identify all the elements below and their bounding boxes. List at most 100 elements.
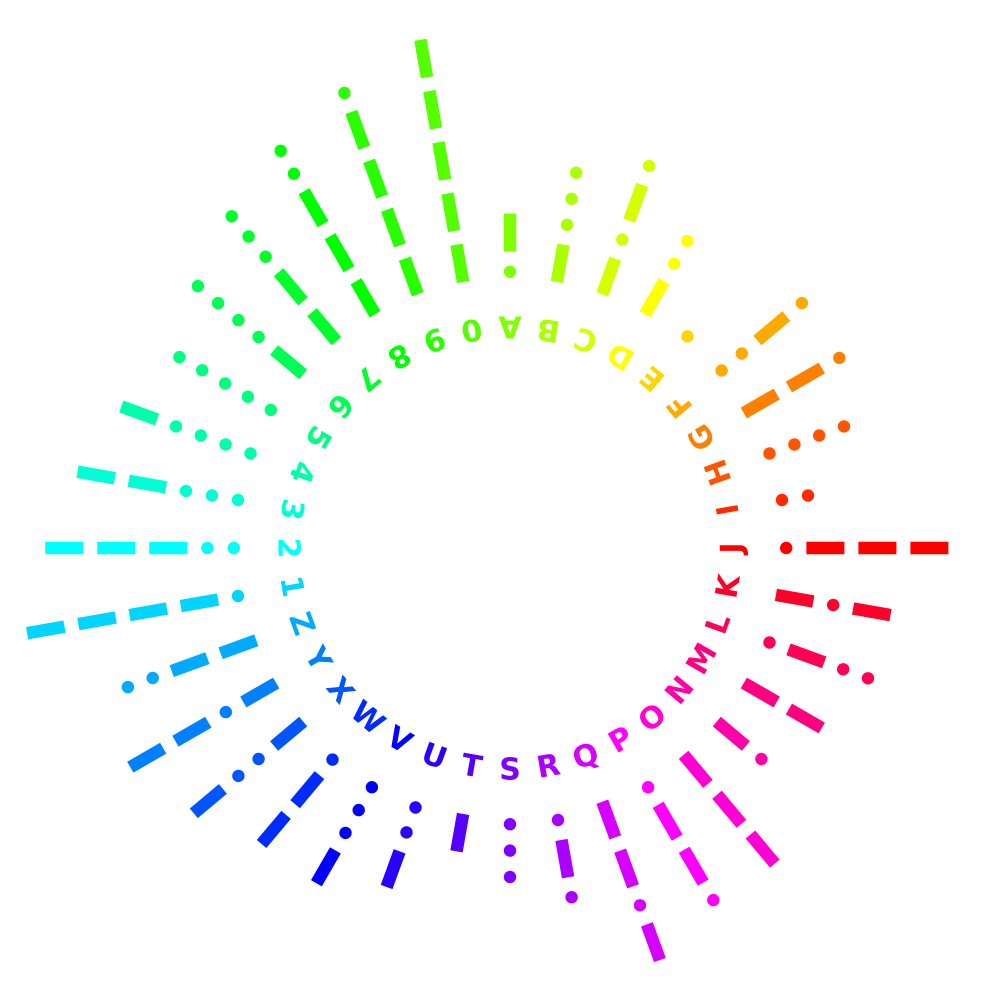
morse-ray (551, 813, 578, 904)
morse-dash (77, 611, 117, 631)
morse-dash (119, 400, 160, 426)
morse-dot (735, 347, 748, 360)
morse-dot (252, 330, 265, 344)
morse-ray (740, 677, 825, 734)
character-label: J (715, 542, 750, 555)
morse-ray (310, 781, 379, 887)
character-label: 5 (297, 419, 338, 455)
character-label: T (458, 748, 485, 786)
morse-dash (785, 703, 825, 734)
morse-dot (244, 447, 257, 460)
morse-ray (763, 636, 875, 685)
morse-dot (196, 364, 209, 377)
morse-dot (339, 826, 352, 840)
morse-dot (780, 541, 793, 555)
character-label: S (499, 753, 521, 788)
morse-ray (715, 296, 809, 377)
morse-ray (740, 351, 846, 419)
morse-dash (555, 838, 575, 879)
morse-dash (363, 158, 388, 199)
morse-dot (191, 279, 205, 293)
morse-ray (380, 801, 422, 890)
morse-dot (219, 705, 232, 719)
morse-dot (264, 403, 277, 417)
character-label: H (698, 454, 739, 490)
morse-dot (242, 230, 255, 243)
morse-dash (189, 784, 227, 819)
morse-ray (121, 634, 259, 694)
morse-dash (414, 38, 434, 79)
character-label: 6 (320, 386, 360, 424)
morse-dash (423, 89, 443, 130)
character-label: 0 (458, 310, 485, 348)
character-label: Z (281, 608, 321, 640)
character-label: F (660, 386, 700, 424)
morse-dash (240, 677, 280, 708)
morse-ray (712, 716, 768, 766)
character-label: W (343, 694, 391, 742)
morse-dash (753, 311, 791, 346)
morse-ray (191, 279, 308, 380)
character-label: A (498, 309, 522, 344)
morse-dot (795, 296, 809, 310)
morse-dot (400, 826, 413, 839)
morse-dot (681, 330, 694, 343)
morse-dash (270, 345, 308, 380)
morse-ray (639, 234, 694, 318)
morse-dash (172, 716, 212, 747)
morse-dash (256, 810, 291, 849)
morse-dot (775, 493, 789, 507)
morse-dot (570, 166, 583, 179)
morse-dash (218, 634, 259, 660)
character-label: U (417, 736, 452, 777)
morse-dash (641, 922, 666, 963)
morse-dash (273, 268, 308, 306)
morse-dash (745, 830, 780, 868)
character-label: R (534, 747, 563, 785)
character-label: G (681, 418, 724, 457)
morse-dot (707, 893, 720, 907)
morse-ray (338, 86, 424, 297)
morse-dot (409, 801, 422, 814)
morse-dot (232, 313, 245, 327)
morse-dash (298, 188, 329, 228)
morse-dot (788, 438, 801, 451)
morse-dot (801, 489, 815, 502)
morse-ray (26, 589, 245, 640)
morse-ray (274, 144, 381, 318)
morse-dot (633, 899, 647, 912)
morse-ray (414, 38, 470, 284)
morse-dash (740, 388, 780, 419)
morse-dot (194, 429, 207, 442)
character-label: P (603, 720, 640, 761)
character-label: 4 (281, 456, 321, 488)
morse-dash (76, 465, 116, 485)
morse-dash (350, 278, 381, 318)
character-label: 7 (348, 358, 386, 398)
morse-dash (774, 588, 815, 608)
morse-dot (755, 752, 768, 766)
character-label: I (710, 501, 746, 518)
character-label: E (634, 358, 672, 398)
morse-dot (503, 844, 517, 857)
morse-dot (565, 891, 578, 904)
character-label: Y (297, 640, 339, 678)
morse-dot (201, 541, 214, 555)
morse-dot (503, 265, 517, 278)
morse-dot (259, 250, 272, 263)
character-label: O (632, 696, 674, 739)
morse-dash (786, 643, 827, 669)
morse-dash (441, 192, 461, 232)
morse-dot (232, 769, 245, 783)
morse-dot (837, 663, 850, 676)
morse-dash (324, 233, 355, 273)
character-label: N (659, 670, 702, 712)
morse-dot (763, 447, 776, 460)
morse-dot (169, 420, 183, 433)
morse-dash (596, 799, 622, 840)
morse-dash (307, 308, 342, 346)
morse-ray (127, 677, 280, 773)
morse-ray (596, 799, 666, 963)
morse-dot (681, 234, 694, 248)
morse-dash (652, 801, 683, 841)
